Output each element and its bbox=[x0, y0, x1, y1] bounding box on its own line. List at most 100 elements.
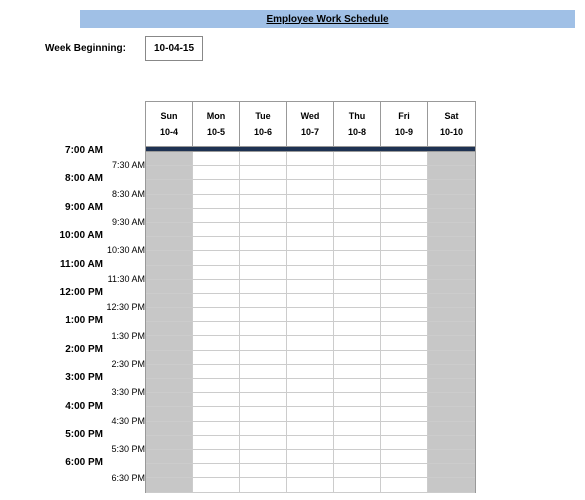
schedule-cell[interactable] bbox=[428, 180, 475, 194]
schedule-cell[interactable] bbox=[240, 322, 287, 336]
schedule-cell[interactable] bbox=[381, 478, 428, 492]
schedule-cell[interactable] bbox=[240, 266, 287, 280]
schedule-cell[interactable] bbox=[428, 223, 475, 237]
schedule-cell[interactable] bbox=[146, 251, 193, 265]
schedule-cell[interactable] bbox=[334, 237, 381, 251]
schedule-cell[interactable] bbox=[287, 322, 334, 336]
schedule-cell[interactable] bbox=[428, 365, 475, 379]
schedule-cell[interactable] bbox=[334, 166, 381, 180]
schedule-cell[interactable] bbox=[381, 251, 428, 265]
schedule-cell[interactable] bbox=[240, 280, 287, 294]
schedule-cell[interactable] bbox=[146, 478, 193, 492]
schedule-cell[interactable] bbox=[334, 266, 381, 280]
schedule-cell[interactable] bbox=[334, 223, 381, 237]
schedule-cell[interactable] bbox=[334, 209, 381, 223]
schedule-cell[interactable] bbox=[193, 365, 240, 379]
schedule-cell[interactable] bbox=[240, 478, 287, 492]
schedule-cell[interactable] bbox=[428, 166, 475, 180]
schedule-cell[interactable] bbox=[193, 464, 240, 478]
schedule-cell[interactable] bbox=[240, 393, 287, 407]
schedule-cell[interactable] bbox=[381, 308, 428, 322]
schedule-cell[interactable] bbox=[287, 365, 334, 379]
schedule-cell[interactable] bbox=[240, 308, 287, 322]
schedule-cell[interactable] bbox=[381, 237, 428, 251]
schedule-cell[interactable] bbox=[193, 152, 240, 166]
schedule-cell[interactable] bbox=[146, 209, 193, 223]
schedule-cell[interactable] bbox=[428, 450, 475, 464]
schedule-cell[interactable] bbox=[240, 450, 287, 464]
schedule-cell[interactable] bbox=[287, 450, 334, 464]
schedule-cell[interactable] bbox=[334, 407, 381, 421]
schedule-cell[interactable] bbox=[146, 180, 193, 194]
schedule-cell[interactable] bbox=[334, 351, 381, 365]
schedule-cell[interactable] bbox=[193, 450, 240, 464]
schedule-cell[interactable] bbox=[193, 251, 240, 265]
schedule-cell[interactable] bbox=[428, 294, 475, 308]
schedule-cell[interactable] bbox=[287, 422, 334, 436]
schedule-cell[interactable] bbox=[381, 422, 428, 436]
schedule-cell[interactable] bbox=[240, 365, 287, 379]
schedule-cell[interactable] bbox=[240, 336, 287, 350]
schedule-cell[interactable] bbox=[287, 195, 334, 209]
schedule-cell[interactable] bbox=[287, 336, 334, 350]
schedule-cell[interactable] bbox=[428, 266, 475, 280]
schedule-cell[interactable] bbox=[334, 251, 381, 265]
schedule-cell[interactable] bbox=[428, 478, 475, 492]
schedule-cell[interactable] bbox=[381, 166, 428, 180]
schedule-cell[interactable] bbox=[381, 266, 428, 280]
schedule-cell[interactable] bbox=[428, 422, 475, 436]
schedule-cell[interactable] bbox=[193, 336, 240, 350]
schedule-cell[interactable] bbox=[193, 379, 240, 393]
schedule-cell[interactable] bbox=[381, 209, 428, 223]
schedule-cell[interactable] bbox=[381, 336, 428, 350]
schedule-cell[interactable] bbox=[146, 393, 193, 407]
schedule-cell[interactable] bbox=[381, 393, 428, 407]
schedule-cell[interactable] bbox=[381, 195, 428, 209]
schedule-cell[interactable] bbox=[334, 464, 381, 478]
schedule-cell[interactable] bbox=[193, 393, 240, 407]
schedule-cell[interactable] bbox=[146, 379, 193, 393]
schedule-cell[interactable] bbox=[428, 280, 475, 294]
schedule-cell[interactable] bbox=[146, 407, 193, 421]
schedule-cell[interactable] bbox=[193, 166, 240, 180]
schedule-cell[interactable] bbox=[287, 251, 334, 265]
schedule-cell[interactable] bbox=[193, 180, 240, 194]
schedule-cell[interactable] bbox=[428, 436, 475, 450]
schedule-cell[interactable] bbox=[240, 195, 287, 209]
schedule-cell[interactable] bbox=[193, 294, 240, 308]
schedule-cell[interactable] bbox=[287, 436, 334, 450]
schedule-cell[interactable] bbox=[287, 223, 334, 237]
schedule-cell[interactable] bbox=[334, 450, 381, 464]
schedule-cell[interactable] bbox=[287, 180, 334, 194]
schedule-cell[interactable] bbox=[240, 180, 287, 194]
schedule-cell[interactable] bbox=[381, 464, 428, 478]
schedule-cell[interactable] bbox=[334, 478, 381, 492]
schedule-cell[interactable] bbox=[146, 294, 193, 308]
schedule-cell[interactable] bbox=[146, 450, 193, 464]
schedule-cell[interactable] bbox=[146, 195, 193, 209]
schedule-cell[interactable] bbox=[334, 436, 381, 450]
schedule-cell[interactable] bbox=[146, 436, 193, 450]
schedule-cell[interactable] bbox=[428, 308, 475, 322]
schedule-cell[interactable] bbox=[428, 209, 475, 223]
schedule-cell[interactable] bbox=[428, 251, 475, 265]
schedule-cell[interactable] bbox=[381, 322, 428, 336]
schedule-cell[interactable] bbox=[287, 464, 334, 478]
schedule-cell[interactable] bbox=[240, 407, 287, 421]
schedule-cell[interactable] bbox=[381, 436, 428, 450]
schedule-cell[interactable] bbox=[146, 308, 193, 322]
schedule-cell[interactable] bbox=[287, 152, 334, 166]
schedule-cell[interactable] bbox=[240, 251, 287, 265]
schedule-cell[interactable] bbox=[334, 336, 381, 350]
schedule-cell[interactable] bbox=[287, 166, 334, 180]
schedule-cell[interactable] bbox=[381, 223, 428, 237]
schedule-cell[interactable] bbox=[287, 237, 334, 251]
schedule-cell[interactable] bbox=[428, 322, 475, 336]
schedule-cell[interactable] bbox=[428, 407, 475, 421]
schedule-cell[interactable] bbox=[193, 351, 240, 365]
schedule-cell[interactable] bbox=[146, 464, 193, 478]
schedule-cell[interactable] bbox=[334, 365, 381, 379]
schedule-cell[interactable] bbox=[146, 166, 193, 180]
schedule-cell[interactable] bbox=[193, 266, 240, 280]
schedule-cell[interactable] bbox=[334, 280, 381, 294]
